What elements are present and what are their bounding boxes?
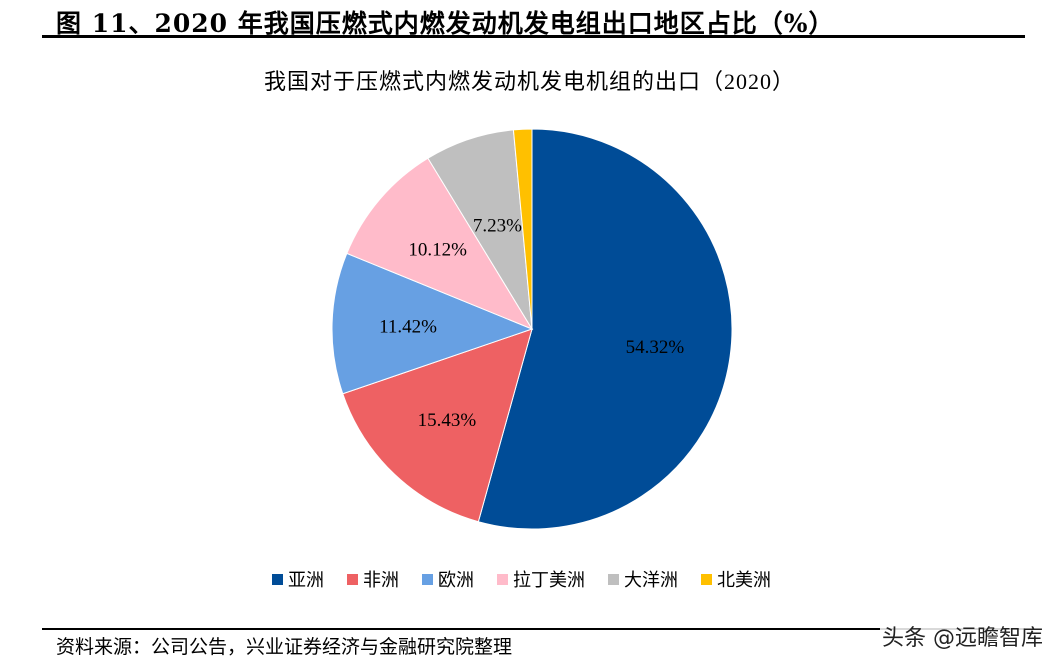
pie-slices [331,128,733,530]
legend-item-europe: 欧洲 [422,566,474,592]
title-divider [42,35,1025,38]
legend: 亚洲 非洲 欧洲 拉丁美洲 大洋洲 北美洲 [272,566,794,592]
legend-swatch [422,573,433,585]
watermark: 头条 @远瞻智库 [880,620,1045,652]
pie-label-2: 11.42% [379,316,437,337]
legend-item-latin-america: 拉丁美洲 [497,566,585,592]
legend-swatch [347,573,358,585]
legend-item-oceania: 大洋洲 [608,566,678,592]
legend-item-africa: 非洲 [347,566,399,592]
legend-label: 亚洲 [288,570,324,590]
legend-label: 欧洲 [438,570,474,590]
pie-labels: 54.32% 15.43% 11.42% 10.12% 7.23% [379,216,684,432]
legend-label: 拉丁美洲 [513,570,585,590]
legend-swatch [272,573,283,585]
chart-title: 我国对于压燃式内燃发动机发电机组的出口（2020） [263,69,795,94]
legend-item-asia: 亚洲 [272,566,324,592]
pie-slice-1 [342,328,533,523]
figure-title: 图 11、2020 年我国压燃式内燃发动机发电组出口地区占比（%） [56,9,835,38]
legend-label: 北美洲 [717,570,771,590]
legend-label: 非洲 [363,570,399,590]
legend-swatch [608,573,619,585]
pie-slice-2 [331,252,534,395]
pie-slice-5 [512,128,533,330]
legend-swatch [497,573,508,585]
legend-swatch [701,573,712,585]
pie-label-0: 54.32% [626,337,685,358]
legend-label: 大洋洲 [624,570,678,590]
pie-label-4: 7.23% [473,216,522,237]
pie-slice-3 [346,157,534,331]
pie-label-3: 10.12% [408,240,467,261]
source-note: 资料来源：公司公告，兴业证券经济与金融研究院整理 [56,637,513,658]
source-divider [42,628,1025,630]
pie-label-1: 15.43% [418,410,477,431]
pie-slice-0 [477,128,733,530]
legend-item-north-america: 北美洲 [701,566,771,592]
